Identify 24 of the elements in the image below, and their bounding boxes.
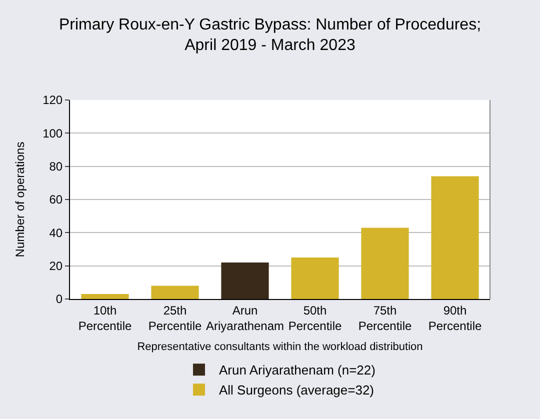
y-tick-label: 20 bbox=[49, 259, 63, 274]
chart-title: Primary Roux-en-Y Gastric Bypass: Number of Procedures; April 2019 - March 2023 bbox=[58, 16, 482, 54]
x-tick-label: 25th Percentile bbox=[148, 303, 202, 333]
bar bbox=[81, 294, 129, 299]
y-axis-title: Number of operations bbox=[12, 142, 27, 258]
y-tick-label: 120 bbox=[42, 93, 63, 108]
x-tick-label: 90th Percentile bbox=[428, 303, 482, 333]
x-tick-label: 10th Percentile bbox=[78, 303, 132, 333]
y-tick-label: 0 bbox=[56, 292, 63, 306]
x-tick-label: 50th Percentile bbox=[288, 303, 342, 333]
bar bbox=[291, 258, 339, 299]
bar bbox=[361, 228, 409, 299]
bar bbox=[151, 286, 199, 299]
bar bbox=[431, 176, 479, 299]
y-tick-label: 40 bbox=[49, 226, 63, 240]
y-tick-label: 60 bbox=[49, 192, 63, 207]
x-tick-label: Arun Ariyarathenam bbox=[206, 303, 284, 333]
bar bbox=[221, 262, 269, 299]
x-tick-label: 75th Percentile bbox=[358, 303, 412, 333]
y-tick-label: 80 bbox=[49, 160, 63, 174]
y-tick-label: 100 bbox=[42, 126, 63, 140]
legend-label: Arun Ariyarathenam (n=22) bbox=[219, 362, 376, 378]
x-axis-title: Representative consultants within the workload distribution bbox=[137, 341, 423, 354]
legend-label: All Surgeons (average=32) bbox=[219, 382, 374, 398]
